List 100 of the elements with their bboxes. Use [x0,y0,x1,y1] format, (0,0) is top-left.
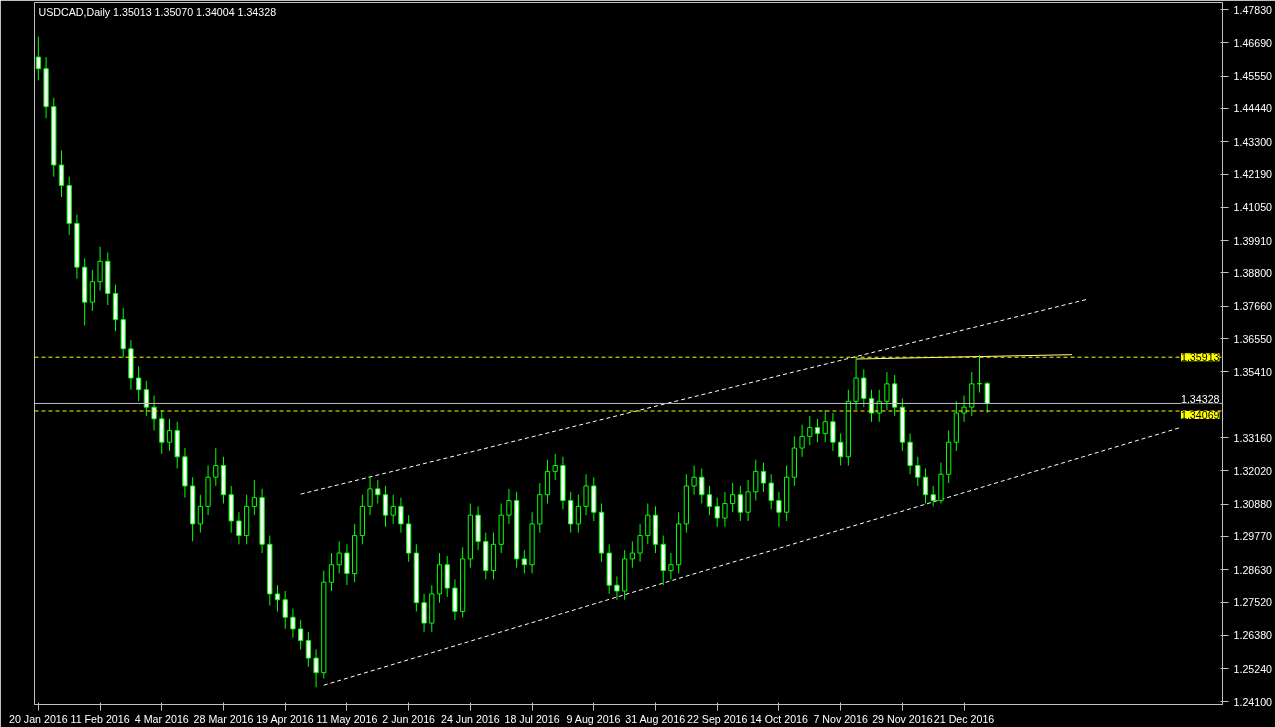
x-tick-label: 11 Feb 2016 [70,712,130,725]
candlestick [336,540,342,574]
y-tick-label: 1.39910 [1233,234,1273,247]
y-tick-label: 1.30880 [1233,498,1273,511]
candlestick [776,491,782,528]
ref-line-label: 1.35913 [1180,351,1220,364]
candlestick [236,511,242,545]
candlestick [583,473,589,516]
candlestick [367,475,373,516]
y-tick-label: 1.45550 [1233,70,1273,83]
candlestick [629,540,635,569]
candlestick [290,608,296,639]
x-tick-label: 2 Jun 2016 [382,712,436,725]
candlestick [298,619,304,650]
candlestick [691,465,697,496]
x-tick-label: 11 May 2016 [316,712,378,725]
candlestick [822,409,828,443]
y-tick-label: 1.35410 [1233,365,1273,378]
x-tick-label: 7 Nov 2016 [813,712,868,725]
candlestick [838,432,844,467]
candlestick [714,497,720,528]
candlestick [544,459,551,504]
ref-line-label: 1.34069 [1180,409,1220,422]
x-tick-label: 14 Oct 2016 [749,712,809,725]
candlestick [737,485,743,522]
y-tick-label: 1.41050 [1233,201,1273,214]
candlestick [251,479,257,516]
candlestick [830,412,836,452]
candlestick [730,482,736,513]
candlestick [568,491,574,534]
candlestick [668,552,674,580]
x-tick-label: 22 Sep 2016 [686,712,748,725]
x-tick-label: 20 Jan 2016 [9,712,68,725]
candlestick [89,269,95,312]
y-tick-label: 1.28630 [1233,563,1273,576]
candlestick [768,473,774,510]
x-tick-label: 24 Jun 2016 [441,712,500,725]
y-tick-label: 1.38800 [1233,266,1273,279]
candlestick [328,552,335,592]
candlestick [506,488,512,525]
y-tick-label: 1.32020 [1233,464,1273,477]
candlestick [159,409,165,455]
y-tick-label: 1.42190 [1233,168,1273,181]
candlestick [390,494,396,525]
candlestick [274,584,281,612]
candlestick [884,371,890,411]
y-tick-label: 1.33160 [1233,431,1273,444]
x-tick-label: 4 Mar 2016 [134,712,189,725]
y-tick-label: 1.43300 [1233,135,1273,148]
candlestick [444,555,450,598]
candlestick [915,456,921,487]
y-tick-label: 1.26380 [1233,629,1273,642]
candlestick [876,389,882,423]
candlestick [452,578,458,621]
x-tick-label: 29 Nov 2016 [872,712,933,725]
x-tick-label: 21 Dec 2016 [933,712,995,725]
candlestick [645,502,651,545]
y-tick-label: 1.47830 [1233,3,1273,16]
y-tick-label: 1.36550 [1233,332,1273,345]
candlestick [930,485,936,507]
candlestick [552,453,558,481]
y-tick-label: 1.25240 [1233,662,1273,675]
y-tick-label: 1.27520 [1233,596,1273,609]
candlestick [166,418,173,452]
candlestick [745,479,751,522]
candlestick [699,467,705,504]
candlestick [722,491,728,528]
candlestick [922,467,929,504]
candlestick [907,432,913,475]
candlestick [799,424,805,458]
candlestick [969,371,975,417]
candlestick [213,447,219,487]
candlestick [961,395,967,423]
candlestick [614,575,620,601]
candlestick [575,494,581,534]
candlestick [313,648,319,688]
x-tick-label: 9 Aug 2016 [566,712,621,725]
x-tick-label: 19 Apr 2016 [256,712,314,725]
candlestick [637,523,643,563]
candlestick [58,149,65,198]
candlestick [753,459,759,502]
candlestick [984,381,990,414]
candlestick [282,590,288,630]
candlestick [853,357,859,411]
candlestick [143,380,149,417]
candlestick [706,485,713,516]
candlestick [807,415,813,446]
x-tick-label: 31 Aug 2016 [625,712,686,725]
candlestick [892,374,898,417]
candlestick [382,485,389,528]
candlestick [35,36,41,81]
candlestick [344,543,350,586]
candlestick [760,462,767,493]
candlestick [197,494,203,534]
x-tick-label: 18 Jul 2016 [504,712,560,725]
candlestick [814,418,821,443]
y-tick-label: 1.44440 [1233,102,1273,115]
chart-title: USDCAD,Daily 1.35013 1.35070 1.34004 1.34328 [38,5,277,18]
y-tick-label: 1.24100 [1233,695,1273,708]
candlestick [151,395,157,432]
